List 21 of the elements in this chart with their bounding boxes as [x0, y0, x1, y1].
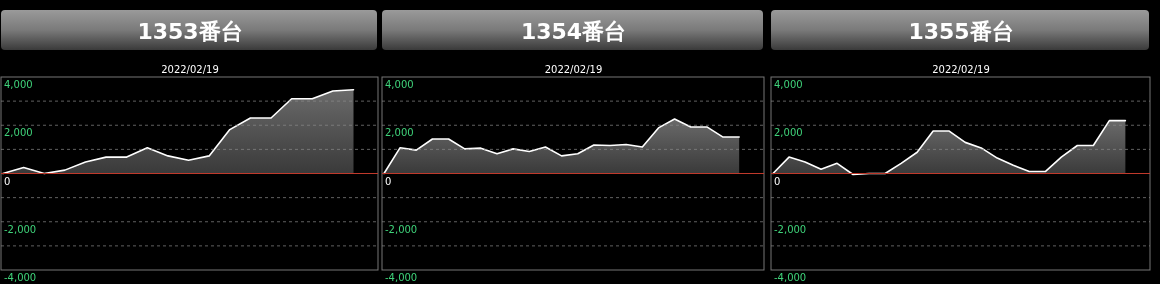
y-tick-label: 4,000 [4, 79, 33, 90]
y-tick-label: 4,000 [774, 79, 803, 90]
y-tick-label: -4,000 [774, 272, 807, 283]
y-tick-label: -4,000 [385, 272, 418, 283]
y-tick-label: -2,000 [774, 223, 807, 235]
chart-subtitle: 2022/02/19 [544, 64, 603, 75]
chart-title: 1354番台 [520, 19, 627, 44]
y-tick-label: -2,000 [385, 223, 418, 235]
y-tick-label: 2,000 [774, 127, 803, 139]
y-tick-label: 0 [4, 175, 11, 187]
y-tick-label: -2,000 [4, 223, 37, 235]
y-tick-label: -4,000 [4, 272, 37, 283]
chart-title: 1353番台 [137, 19, 243, 44]
y-tick-label: 2,000 [385, 127, 414, 139]
y-tick-label: 2,000 [4, 127, 33, 139]
y-tick-label: 4,000 [385, 79, 414, 90]
chart-title: 1355番台 [908, 19, 1014, 44]
chart-subtitle: 2022/02/19 [932, 64, 990, 75]
y-tick-label: 0 [385, 175, 392, 187]
chart-subtitle: 2022/02/19 [161, 64, 219, 75]
y-tick-label: 0 [774, 175, 781, 187]
